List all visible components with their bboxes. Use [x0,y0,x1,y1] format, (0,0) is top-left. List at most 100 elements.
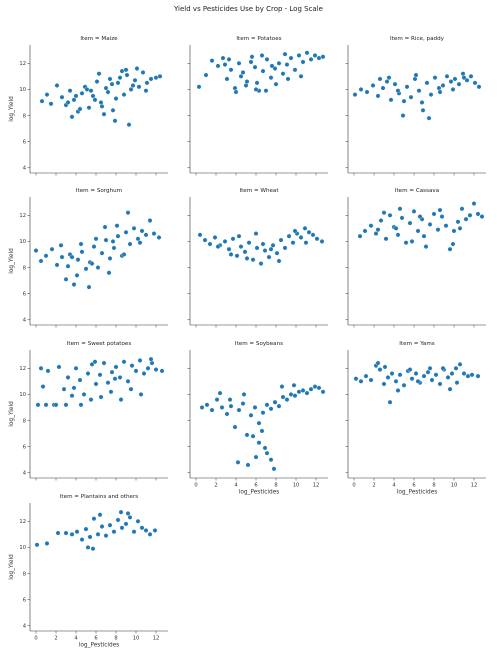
data-point [409,239,415,244]
data-point [310,232,316,238]
y-tick-label: 12 [19,213,26,219]
data-point [389,371,395,376]
data-point [147,218,153,223]
data-point [125,210,131,216]
data-point [44,92,50,98]
data-point [250,433,256,439]
data-point [138,392,144,397]
y-axis-label: log_Yield [9,401,15,427]
x-tick-label: 8 [274,483,277,489]
data-point [378,218,384,223]
data-point [427,365,433,371]
data-point [272,399,278,405]
data-point [63,276,69,282]
data-point [131,529,137,535]
facet-panel: Item = Potatoes [187,36,328,176]
data-point [316,385,322,391]
data-point [244,79,250,84]
x-tick-label: 2 [54,636,57,642]
data-point [304,50,310,56]
data-point [472,80,478,86]
data-point [455,219,461,225]
data-point [465,373,471,379]
data-point [440,365,446,371]
data-point [263,88,269,94]
scatter-points [353,360,481,405]
data-point [45,368,51,374]
facet-title: Item = Sorghum [76,188,122,194]
data-point [59,94,65,100]
data-point [245,462,251,468]
scatter-points [34,509,158,552]
data-point [395,232,401,238]
data-point [139,525,145,531]
data-point [413,72,419,78]
data-point [226,56,232,62]
data-point [54,83,60,88]
data-point [268,246,274,252]
data-point [79,90,85,96]
data-point [102,224,108,230]
data-point [55,530,61,536]
data-point [385,375,391,380]
data-point [92,97,98,103]
data-point [140,70,146,75]
data-point [353,376,359,382]
data-point [246,240,252,246]
data-point [34,542,40,548]
data-point [151,231,157,236]
data-point [134,66,140,71]
data-point [381,381,387,387]
data-point [54,262,60,268]
x-tick-label: 4 [74,636,78,642]
data-point [401,382,407,388]
data-point [149,360,155,366]
data-point [463,216,469,222]
data-point [427,222,433,227]
data-point [352,92,358,98]
data-point [411,208,417,214]
data-point [53,402,59,408]
data-point [73,365,79,371]
data-point [424,80,430,86]
data-point [358,378,364,384]
y-tick-label: 4 [23,318,27,324]
x-tick-label: 12 [153,636,160,642]
data-point [368,377,374,383]
data-point [450,241,456,247]
data-point [298,73,304,79]
x-tick-label: 4 [392,483,396,489]
data-point [95,531,101,537]
y-tick-label: 8 [23,113,26,119]
data-point [260,68,266,74]
data-point [77,106,83,112]
facet-panel: Item = Yams 0 2 4 6 8 10 12 log_Pesticides [345,341,486,496]
facet-title: Item = Sweet potatoes [67,341,132,347]
data-point [85,545,91,550]
facet-title: Item = Rice, paddy [390,36,445,42]
data-point [117,75,123,81]
data-point [69,114,75,120]
data-point [282,51,288,57]
data-point [77,377,83,383]
data-point [39,98,45,104]
data-point [260,410,266,416]
data-point [364,89,370,95]
data-point [63,530,69,536]
data-point [266,254,272,260]
data-point [69,531,75,537]
data-point [437,207,443,213]
data-point [298,235,304,240]
data-point [130,83,136,88]
data-point [415,228,421,234]
data-point [109,81,115,87]
data-point [370,83,376,88]
scatter-points [35,356,165,408]
data-point [264,56,270,62]
data-point [78,241,84,247]
data-point [238,73,244,79]
data-point [420,107,426,113]
x-tick-label: 4 [234,483,238,489]
data-point [292,67,298,73]
data-point [153,75,159,81]
